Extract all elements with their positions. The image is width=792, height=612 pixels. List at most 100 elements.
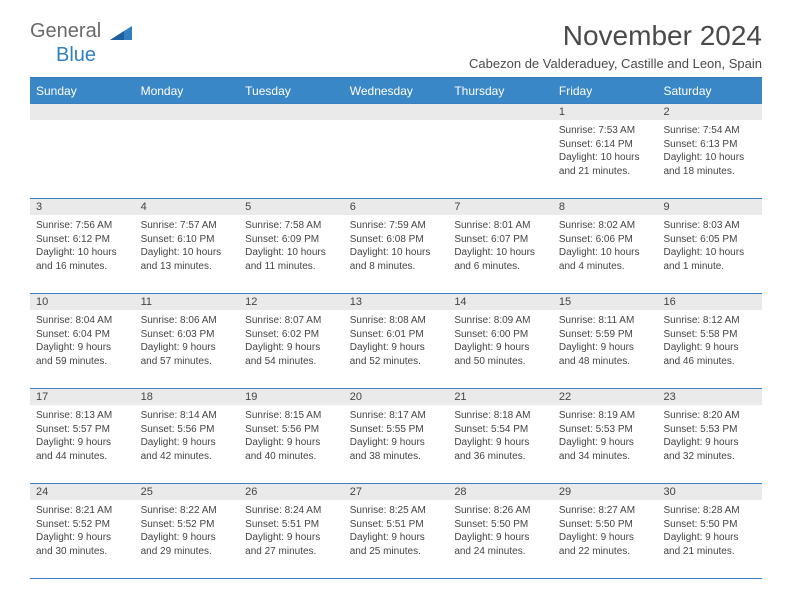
day-number: 24 bbox=[30, 484, 135, 500]
day-number bbox=[344, 104, 449, 120]
calendar-day-cell: Sunrise: 8:03 AMSunset: 6:05 PMDaylight:… bbox=[657, 215, 762, 293]
day-number: 2 bbox=[657, 104, 762, 120]
day-detail-line: and 27 minutes. bbox=[245, 545, 338, 559]
day-detail-line: Sunset: 5:52 PM bbox=[141, 518, 234, 532]
day-detail-line: Sunset: 5:57 PM bbox=[36, 423, 129, 437]
calendar-day-cell: Sunrise: 8:06 AMSunset: 6:03 PMDaylight:… bbox=[135, 310, 240, 388]
day-number: 15 bbox=[553, 294, 658, 310]
logo-text-general: General bbox=[30, 20, 101, 42]
calendar-week-row: Sunrise: 8:13 AMSunset: 5:57 PMDaylight:… bbox=[30, 405, 762, 483]
day-number: 30 bbox=[657, 484, 762, 500]
day-detail-line: and 48 minutes. bbox=[559, 355, 652, 369]
day-detail-line: Daylight: 9 hours bbox=[245, 341, 338, 355]
day-detail-line: Sunrise: 7:56 AM bbox=[36, 219, 129, 233]
logo-triangle-icon bbox=[110, 23, 132, 46]
day-number: 9 bbox=[657, 199, 762, 215]
day-number-row: 24252627282930 bbox=[30, 483, 762, 500]
calendar-day-cell: Sunrise: 8:22 AMSunset: 5:52 PMDaylight:… bbox=[135, 500, 240, 578]
day-detail-line: Sunset: 5:59 PM bbox=[559, 328, 652, 342]
day-detail-line: and 54 minutes. bbox=[245, 355, 338, 369]
day-detail-line: Daylight: 9 hours bbox=[454, 436, 547, 450]
calendar-body: 12Sunrise: 7:53 AMSunset: 6:14 PMDayligh… bbox=[30, 103, 762, 579]
day-detail-line: Sunrise: 8:13 AM bbox=[36, 409, 129, 423]
day-number: 23 bbox=[657, 389, 762, 405]
day-detail-line: Sunset: 6:07 PM bbox=[454, 233, 547, 247]
day-detail-line: Daylight: 10 hours bbox=[36, 246, 129, 260]
day-detail-line: Daylight: 9 hours bbox=[350, 436, 443, 450]
day-detail-line: Daylight: 10 hours bbox=[454, 246, 547, 260]
day-detail-line: Daylight: 9 hours bbox=[36, 341, 129, 355]
calendar-day-cell: Sunrise: 7:53 AMSunset: 6:14 PMDaylight:… bbox=[553, 120, 658, 198]
day-number: 3 bbox=[30, 199, 135, 215]
day-detail-line: Sunset: 6:06 PM bbox=[559, 233, 652, 247]
day-detail-line: and 16 minutes. bbox=[36, 260, 129, 274]
day-detail-line: Daylight: 10 hours bbox=[559, 246, 652, 260]
logo: General Blue bbox=[30, 20, 132, 67]
page-title: November 2024 bbox=[469, 20, 762, 52]
day-detail-line: Daylight: 10 hours bbox=[663, 151, 756, 165]
day-detail-line: Sunset: 6:09 PM bbox=[245, 233, 338, 247]
day-detail-line: Sunrise: 8:28 AM bbox=[663, 504, 756, 518]
calendar-day-cell: Sunrise: 8:21 AMSunset: 5:52 PMDaylight:… bbox=[30, 500, 135, 578]
day-detail-line: Daylight: 10 hours bbox=[245, 246, 338, 260]
day-detail-line: Sunrise: 8:19 AM bbox=[559, 409, 652, 423]
day-detail-line: Sunrise: 8:14 AM bbox=[141, 409, 234, 423]
day-number: 29 bbox=[553, 484, 658, 500]
day-number: 25 bbox=[135, 484, 240, 500]
day-detail-line: Sunrise: 8:26 AM bbox=[454, 504, 547, 518]
calendar-day-cell: Sunrise: 8:13 AMSunset: 5:57 PMDaylight:… bbox=[30, 405, 135, 483]
day-number: 27 bbox=[344, 484, 449, 500]
day-detail-line: Sunrise: 8:22 AM bbox=[141, 504, 234, 518]
day-detail-line: and 36 minutes. bbox=[454, 450, 547, 464]
day-number: 11 bbox=[135, 294, 240, 310]
day-detail-line: Sunset: 6:13 PM bbox=[663, 138, 756, 152]
day-detail-line: Sunset: 6:08 PM bbox=[350, 233, 443, 247]
day-number: 7 bbox=[448, 199, 553, 215]
day-detail-line: Daylight: 9 hours bbox=[245, 531, 338, 545]
calendar-day-cell: Sunrise: 8:26 AMSunset: 5:50 PMDaylight:… bbox=[448, 500, 553, 578]
day-detail-line: Sunrise: 8:24 AM bbox=[245, 504, 338, 518]
day-detail-line: Daylight: 9 hours bbox=[141, 531, 234, 545]
day-detail-line: Sunrise: 8:03 AM bbox=[663, 219, 756, 233]
day-detail-line: and 50 minutes. bbox=[454, 355, 547, 369]
calendar-day-cell: Sunrise: 8:07 AMSunset: 6:02 PMDaylight:… bbox=[239, 310, 344, 388]
day-detail-line: Daylight: 9 hours bbox=[350, 531, 443, 545]
weekday-header: Monday bbox=[135, 79, 240, 103]
calendar-day-cell bbox=[135, 120, 240, 198]
calendar-day-cell: Sunrise: 8:01 AMSunset: 6:07 PMDaylight:… bbox=[448, 215, 553, 293]
day-number: 16 bbox=[657, 294, 762, 310]
day-detail-line: Sunset: 5:56 PM bbox=[245, 423, 338, 437]
day-detail-line: Sunrise: 8:25 AM bbox=[350, 504, 443, 518]
day-detail-line: Daylight: 10 hours bbox=[663, 246, 756, 260]
day-detail-line: and 30 minutes. bbox=[36, 545, 129, 559]
day-detail-line: Daylight: 9 hours bbox=[141, 341, 234, 355]
day-number: 19 bbox=[239, 389, 344, 405]
calendar-day-cell: Sunrise: 8:02 AMSunset: 6:06 PMDaylight:… bbox=[553, 215, 658, 293]
day-detail-line: Daylight: 9 hours bbox=[141, 436, 234, 450]
calendar-week-row: Sunrise: 8:21 AMSunset: 5:52 PMDaylight:… bbox=[30, 500, 762, 579]
day-detail-line: Sunset: 6:12 PM bbox=[36, 233, 129, 247]
day-detail-line: Sunset: 6:02 PM bbox=[245, 328, 338, 342]
day-detail-line: and 32 minutes. bbox=[663, 450, 756, 464]
day-detail-line: and 24 minutes. bbox=[454, 545, 547, 559]
day-detail-line: Sunrise: 8:11 AM bbox=[559, 314, 652, 328]
calendar-day-cell: Sunrise: 8:19 AMSunset: 5:53 PMDaylight:… bbox=[553, 405, 658, 483]
day-detail-line: Sunrise: 8:12 AM bbox=[663, 314, 756, 328]
day-number: 20 bbox=[344, 389, 449, 405]
day-detail-line: Sunrise: 8:17 AM bbox=[350, 409, 443, 423]
day-detail-line: Sunset: 5:54 PM bbox=[454, 423, 547, 437]
calendar-day-cell: Sunrise: 8:24 AMSunset: 5:51 PMDaylight:… bbox=[239, 500, 344, 578]
calendar-day-cell: Sunrise: 8:15 AMSunset: 5:56 PMDaylight:… bbox=[239, 405, 344, 483]
day-number-row: 3456789 bbox=[30, 198, 762, 215]
calendar-day-cell: Sunrise: 7:57 AMSunset: 6:10 PMDaylight:… bbox=[135, 215, 240, 293]
calendar-day-cell: Sunrise: 8:20 AMSunset: 5:53 PMDaylight:… bbox=[657, 405, 762, 483]
day-detail-line: Daylight: 9 hours bbox=[454, 531, 547, 545]
day-detail-line: Daylight: 9 hours bbox=[663, 531, 756, 545]
day-detail-line: Daylight: 9 hours bbox=[559, 436, 652, 450]
day-number: 26 bbox=[239, 484, 344, 500]
day-detail-line: and 57 minutes. bbox=[141, 355, 234, 369]
day-detail-line: Sunrise: 8:27 AM bbox=[559, 504, 652, 518]
calendar-week-row: Sunrise: 7:56 AMSunset: 6:12 PMDaylight:… bbox=[30, 215, 762, 293]
day-detail-line: Daylight: 9 hours bbox=[36, 436, 129, 450]
calendar-day-cell bbox=[239, 120, 344, 198]
